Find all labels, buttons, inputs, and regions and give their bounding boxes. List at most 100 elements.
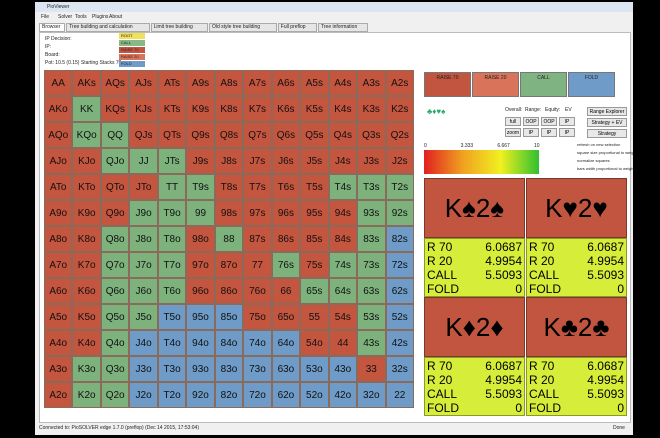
hand-cell[interactable]: 72s <box>385 252 414 278</box>
hand-cell[interactable]: K3o <box>72 356 101 382</box>
hand-cell[interactable]: A8o <box>44 226 73 252</box>
hand-cell[interactable]: Q5o <box>100 304 130 330</box>
hand-cell[interactable]: T3s <box>357 174 386 200</box>
hand-cell[interactable]: A4o <box>44 330 73 356</box>
hand-cell[interactable]: 99 <box>186 200 215 226</box>
hand-cell[interactable]: 77 <box>243 252 272 278</box>
hand-cell[interactable]: A8s <box>214 70 244 96</box>
hand-cell[interactable]: A6o <box>44 278 73 304</box>
hand-cell[interactable]: 84o <box>214 330 244 356</box>
hand-cell[interactable]: J8s <box>214 148 244 174</box>
hand-cell[interactable]: Q8o <box>100 226 130 252</box>
checkbox[interactable]: refresh on new selection <box>577 142 621 147</box>
hand-cell[interactable]: 62o <box>271 382 301 408</box>
hand-cell[interactable]: K4s <box>328 96 358 122</box>
side-button[interactable]: Strategy <box>587 129 627 138</box>
hand-cell[interactable]: Q9s <box>186 122 215 148</box>
hand-cell[interactable]: 94o <box>186 330 215 356</box>
hand-cell[interactable]: Q4s <box>328 122 358 148</box>
hand-cell[interactable]: A5s <box>300 70 329 96</box>
hand-cell[interactable]: K7s <box>243 96 272 122</box>
hand-cell[interactable]: T3o <box>157 356 187 382</box>
hand-cell[interactable]: KQo <box>72 122 101 148</box>
hand-cell[interactable]: Q6s <box>271 122 301 148</box>
hand-cell[interactable]: KTo <box>72 174 101 200</box>
hand-cell[interactable]: A7s <box>243 70 272 96</box>
hand-cell[interactable]: T6o <box>157 278 187 304</box>
hand-cell[interactable]: J5s <box>300 148 329 174</box>
hand-cell[interactable]: ATo <box>44 174 73 200</box>
hand-cell[interactable]: K7o <box>72 252 101 278</box>
hand-cell[interactable]: J6o <box>129 278 158 304</box>
hand-cell[interactable]: 95o <box>186 304 215 330</box>
hand-cell[interactable]: T8o <box>157 226 187 252</box>
checkbox[interactable]: normalize squares <box>577 158 610 163</box>
hand-cell[interactable]: 93o <box>186 356 215 382</box>
hand-cell[interactable]: A9o <box>44 200 73 226</box>
toolbar-button[interactable]: IP <box>559 117 575 126</box>
hand-cell[interactable]: T6s <box>271 174 301 200</box>
hand-cell[interactable]: Q3o <box>100 356 130 382</box>
hand-cell[interactable]: J9o <box>129 200 158 226</box>
hand-cell[interactable]: 65o <box>271 304 301 330</box>
hand-cell[interactable]: 93s <box>357 200 386 226</box>
hand-cell[interactable]: 97o <box>186 252 215 278</box>
hand-cell[interactable]: 94s <box>328 200 358 226</box>
hand-cell[interactable]: 75o <box>243 304 272 330</box>
hand-cell[interactable]: 98o <box>186 226 215 252</box>
hand-cell[interactable]: K6s <box>271 96 301 122</box>
menu-item[interactable]: Tools <box>75 14 87 20</box>
hand-cell[interactable]: JTo <box>129 174 158 200</box>
hand-cell[interactable]: QTo <box>100 174 130 200</box>
toolbar-button[interactable]: zoom <box>505 128 521 137</box>
hand-cell[interactable]: 65s <box>300 278 329 304</box>
hand-cell[interactable]: 63o <box>271 356 301 382</box>
hand-cell[interactable]: J8o <box>129 226 158 252</box>
hand-cell[interactable]: 98s <box>214 200 244 226</box>
hand-cell[interactable]: K9s <box>186 96 215 122</box>
hand-cell[interactable]: 53o <box>300 356 329 382</box>
hand-cell[interactable]: KJo <box>72 148 101 174</box>
hand-cell[interactable]: T7o <box>157 252 187 278</box>
hand-cell[interactable]: 76o <box>243 278 272 304</box>
hand-cell[interactable]: T2s <box>385 174 414 200</box>
hand-cell[interactable]: Q8s <box>214 122 244 148</box>
hand-cell[interactable]: 52s <box>385 304 414 330</box>
hand-cell[interactable]: 83s <box>357 226 386 252</box>
hand-cell[interactable]: KTs <box>157 96 187 122</box>
hand-cell[interactable]: K2s <box>385 96 414 122</box>
hand-cell[interactable]: KQs <box>100 96 130 122</box>
hand-cell[interactable]: 64o <box>271 330 301 356</box>
hand-cell[interactable]: 96o <box>186 278 215 304</box>
hand-cell[interactable]: 97s <box>243 200 272 226</box>
toolbar-button[interactable]: full <box>505 117 521 126</box>
hand-cell[interactable]: 85o <box>214 304 244 330</box>
hand-cell[interactable]: T5s <box>300 174 329 200</box>
hand-cell[interactable]: J2o <box>129 382 158 408</box>
hand-cell[interactable]: T9s <box>186 174 215 200</box>
hand-cell[interactable]: A2o <box>44 382 73 408</box>
hand-cell[interactable]: K6o <box>72 278 101 304</box>
hand-cell[interactable]: A2s <box>385 70 414 96</box>
hand-cell[interactable]: Q7s <box>243 122 272 148</box>
hand-cell[interactable]: Q7o <box>100 252 130 278</box>
hand-cell[interactable]: 87s <box>243 226 272 252</box>
hand-cell[interactable]: QTs <box>157 122 187 148</box>
hand-cell[interactable]: 87o <box>214 252 244 278</box>
hand-cell[interactable]: AA <box>44 70 73 96</box>
hand-cell[interactable]: J9s <box>186 148 215 174</box>
hand-cell[interactable]: AQs <box>100 70 130 96</box>
hand-cell[interactable]: K5o <box>72 304 101 330</box>
hand-cell[interactable]: 73s <box>357 252 386 278</box>
checkbox[interactable]: square size proportional to weight <box>577 150 633 155</box>
hand-cell[interactable]: 54o <box>300 330 329 356</box>
hand-cell[interactable]: 55 <box>300 304 329 330</box>
hand-cell[interactable]: 53s <box>357 304 386 330</box>
hand-cell[interactable]: T2o <box>157 382 187 408</box>
hand-cell[interactable]: JJ <box>129 148 158 174</box>
hand-cell[interactable]: J6s <box>271 148 301 174</box>
tab[interactable]: Tree information <box>318 23 368 32</box>
hand-cell[interactable]: A6s <box>271 70 301 96</box>
tab[interactable]: Old style tree building <box>209 23 277 32</box>
hand-cell[interactable]: 92s <box>385 200 414 226</box>
